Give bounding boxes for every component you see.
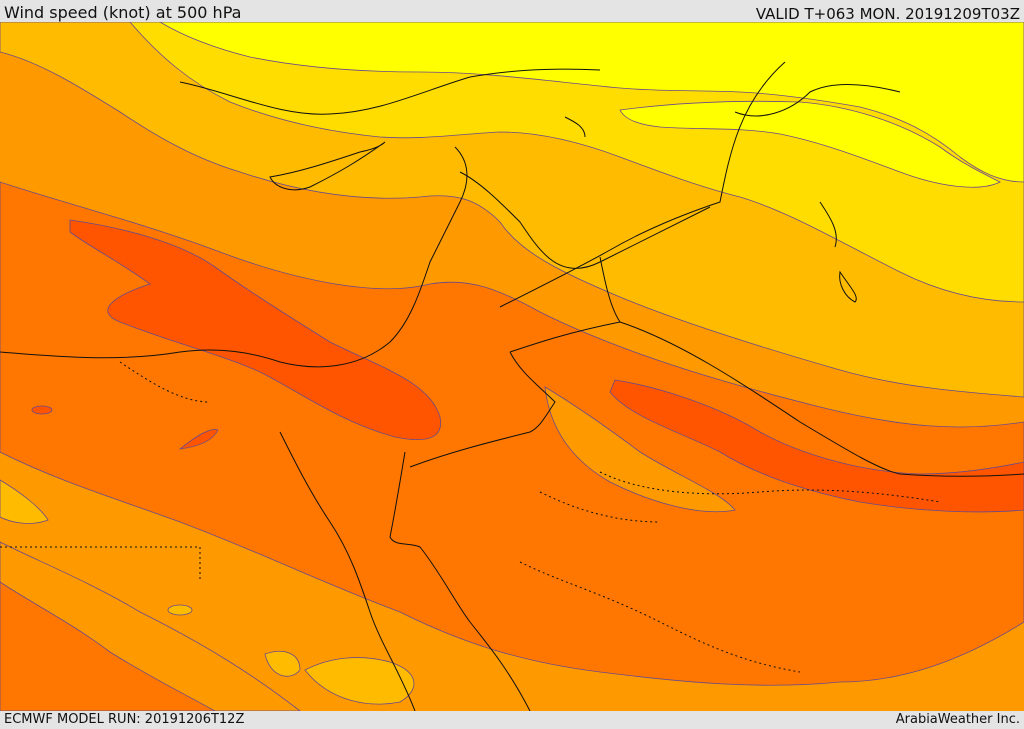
wind-band-weakest-east — [619, 100, 1001, 188]
wind-band-weakest — [159, 22, 1024, 183]
coastlines — [0, 68, 901, 711]
header-bar: Wind speed (knot) at 500 hPa VALID T+063… — [0, 0, 1024, 23]
wind-band-strongest-west — [69, 219, 441, 440]
model-run-label: ECMWF MODEL RUN: 20191206T12Z — [4, 712, 245, 727]
wind-speed-map — [0, 22, 1024, 711]
wind-blob-light-south-2 — [304, 657, 415, 705]
wind-blob-strongest-small-2 — [178, 429, 219, 450]
wind-blob-light-small — [167, 604, 193, 616]
borders-dotted — [0, 361, 941, 673]
wind-band-strong-southwest — [0, 581, 216, 711]
wind-blob-strongest-small-1 — [31, 405, 53, 415]
valid-time-label: VALID T+063 MON. 20191209T03Z — [755, 5, 1020, 23]
wind-blob-light-west — [0, 479, 49, 524]
wind-band-moderate-lobe — [544, 386, 736, 513]
chart-title: Wind speed (knot) at 500 hPa — [4, 3, 242, 22]
credit-label: ArabiaWeather Inc. — [895, 712, 1020, 727]
wind-blob-light-south — [264, 650, 301, 677]
borders-solid — [409, 61, 1024, 477]
map-panel — [0, 22, 1024, 711]
footer-bar: ECMWF MODEL RUN: 20191206T12Z ArabiaWeat… — [0, 711, 1024, 729]
